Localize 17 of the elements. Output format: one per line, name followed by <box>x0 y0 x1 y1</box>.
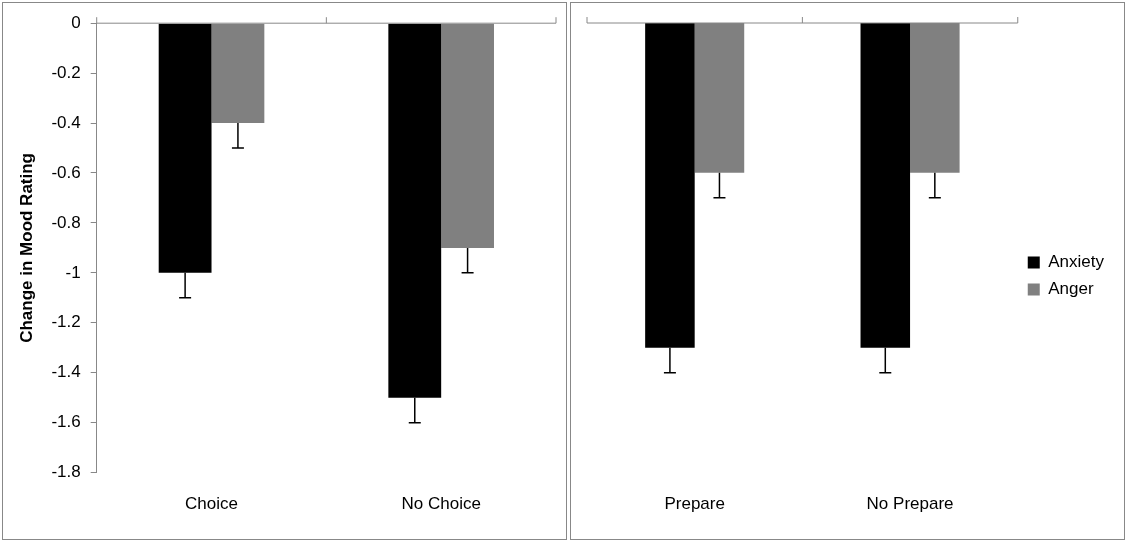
legend-label: Anger <box>1048 279 1094 299</box>
legend-label: Anxiety <box>1048 252 1105 272</box>
y-tick-label: -1.6 <box>51 412 81 432</box>
y-tick-label: -1.4 <box>51 362 81 382</box>
y-tick-label: -1.8 <box>51 462 81 482</box>
y-tick-label: 0 <box>71 12 81 32</box>
x-tick-label: No Choice <box>401 494 481 514</box>
x-tick-label: Choice <box>185 494 238 514</box>
y-axis-title: Change in Mood Rating <box>16 152 36 343</box>
x-tick-label: Prepare <box>664 494 725 514</box>
y-tick-label: -1.2 <box>51 312 81 332</box>
y-tick-label: -1 <box>65 262 81 282</box>
y-tick-label: -0.6 <box>51 162 81 182</box>
y-tick-label: -0.2 <box>51 62 81 82</box>
y-tick-label: -0.4 <box>51 112 81 132</box>
x-tick-label: No Prepare <box>866 494 954 514</box>
y-tick-label: -0.8 <box>51 212 81 232</box>
